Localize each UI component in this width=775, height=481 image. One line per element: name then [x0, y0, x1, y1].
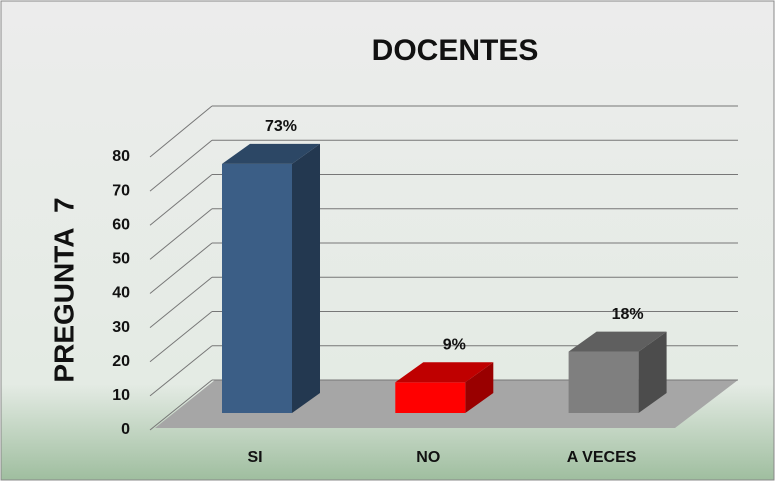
x-tick-label: SI — [247, 449, 262, 466]
grid-line — [149, 242, 213, 294]
grid-line — [149, 345, 213, 397]
grid-line — [149, 174, 213, 226]
grid-line — [149, 276, 213, 329]
grid-line — [149, 105, 213, 158]
y-tick-label: 60 — [112, 216, 130, 233]
bar-side — [292, 143, 320, 413]
y-tick-label: 20 — [112, 353, 130, 370]
chart-title: DOCENTES — [372, 34, 539, 67]
bar-top — [568, 331, 667, 352]
bar-top — [395, 362, 494, 383]
grid-line — [149, 208, 213, 260]
y-axis-label: PREGUNTA 7 — [48, 197, 79, 382]
y-tick-label: 50 — [112, 251, 130, 268]
bar-side — [465, 362, 494, 413]
bar-top — [222, 143, 320, 164]
data-label: 9% — [443, 337, 466, 354]
y-tick-label: 40 — [112, 285, 130, 302]
bar-side — [638, 331, 667, 413]
x-tick-label: NO — [416, 449, 440, 466]
y-tick-label: 10 — [112, 387, 130, 404]
x-tick-label: A VECES — [567, 449, 637, 466]
bar — [395, 382, 466, 413]
y-tick-label: 30 — [112, 319, 130, 336]
grid-line — [149, 379, 213, 431]
grid-line — [149, 139, 213, 192]
grid-line — [149, 311, 213, 363]
y-tick-label: 0 — [121, 421, 130, 438]
bar — [222, 163, 292, 413]
data-label: 18% — [612, 306, 644, 323]
y-tick-label: 70 — [112, 182, 130, 199]
y-tick-label: 80 — [112, 148, 130, 165]
bar — [568, 351, 639, 413]
data-label: 73% — [265, 118, 297, 135]
